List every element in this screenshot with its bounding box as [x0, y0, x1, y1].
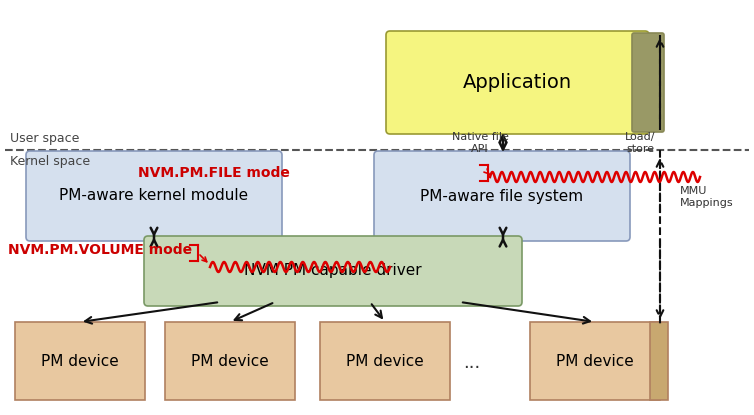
FancyBboxPatch shape [320, 322, 450, 400]
Text: PM-aware kernel module: PM-aware kernel module [60, 188, 249, 203]
FancyBboxPatch shape [650, 322, 668, 400]
FancyBboxPatch shape [165, 322, 295, 400]
FancyBboxPatch shape [374, 151, 630, 241]
FancyBboxPatch shape [26, 151, 282, 241]
Text: PM device: PM device [41, 354, 119, 369]
Text: MMU
Mappings: MMU Mappings [680, 186, 734, 208]
Text: Application: Application [463, 73, 572, 92]
Text: Kernel space: Kernel space [10, 155, 90, 168]
Text: PM device: PM device [556, 354, 634, 369]
FancyBboxPatch shape [386, 31, 649, 134]
Text: PM device: PM device [191, 354, 269, 369]
Text: ...: ... [464, 354, 480, 372]
Text: PM device: PM device [346, 354, 424, 369]
Text: Load/
store: Load/ store [625, 132, 655, 154]
FancyBboxPatch shape [530, 322, 660, 400]
Text: User space: User space [10, 132, 79, 145]
Text: NVM.PM.VOLUME mode: NVM.PM.VOLUME mode [8, 243, 192, 257]
Text: NVM.PM.FILE mode: NVM.PM.FILE mode [138, 166, 290, 180]
Text: PM-aware file system: PM-aware file system [421, 188, 584, 203]
FancyBboxPatch shape [15, 322, 145, 400]
FancyBboxPatch shape [144, 236, 522, 306]
FancyBboxPatch shape [632, 33, 664, 132]
Text: Native file
API: Native file API [452, 132, 508, 154]
Text: NVM PM capable driver: NVM PM capable driver [244, 264, 421, 278]
